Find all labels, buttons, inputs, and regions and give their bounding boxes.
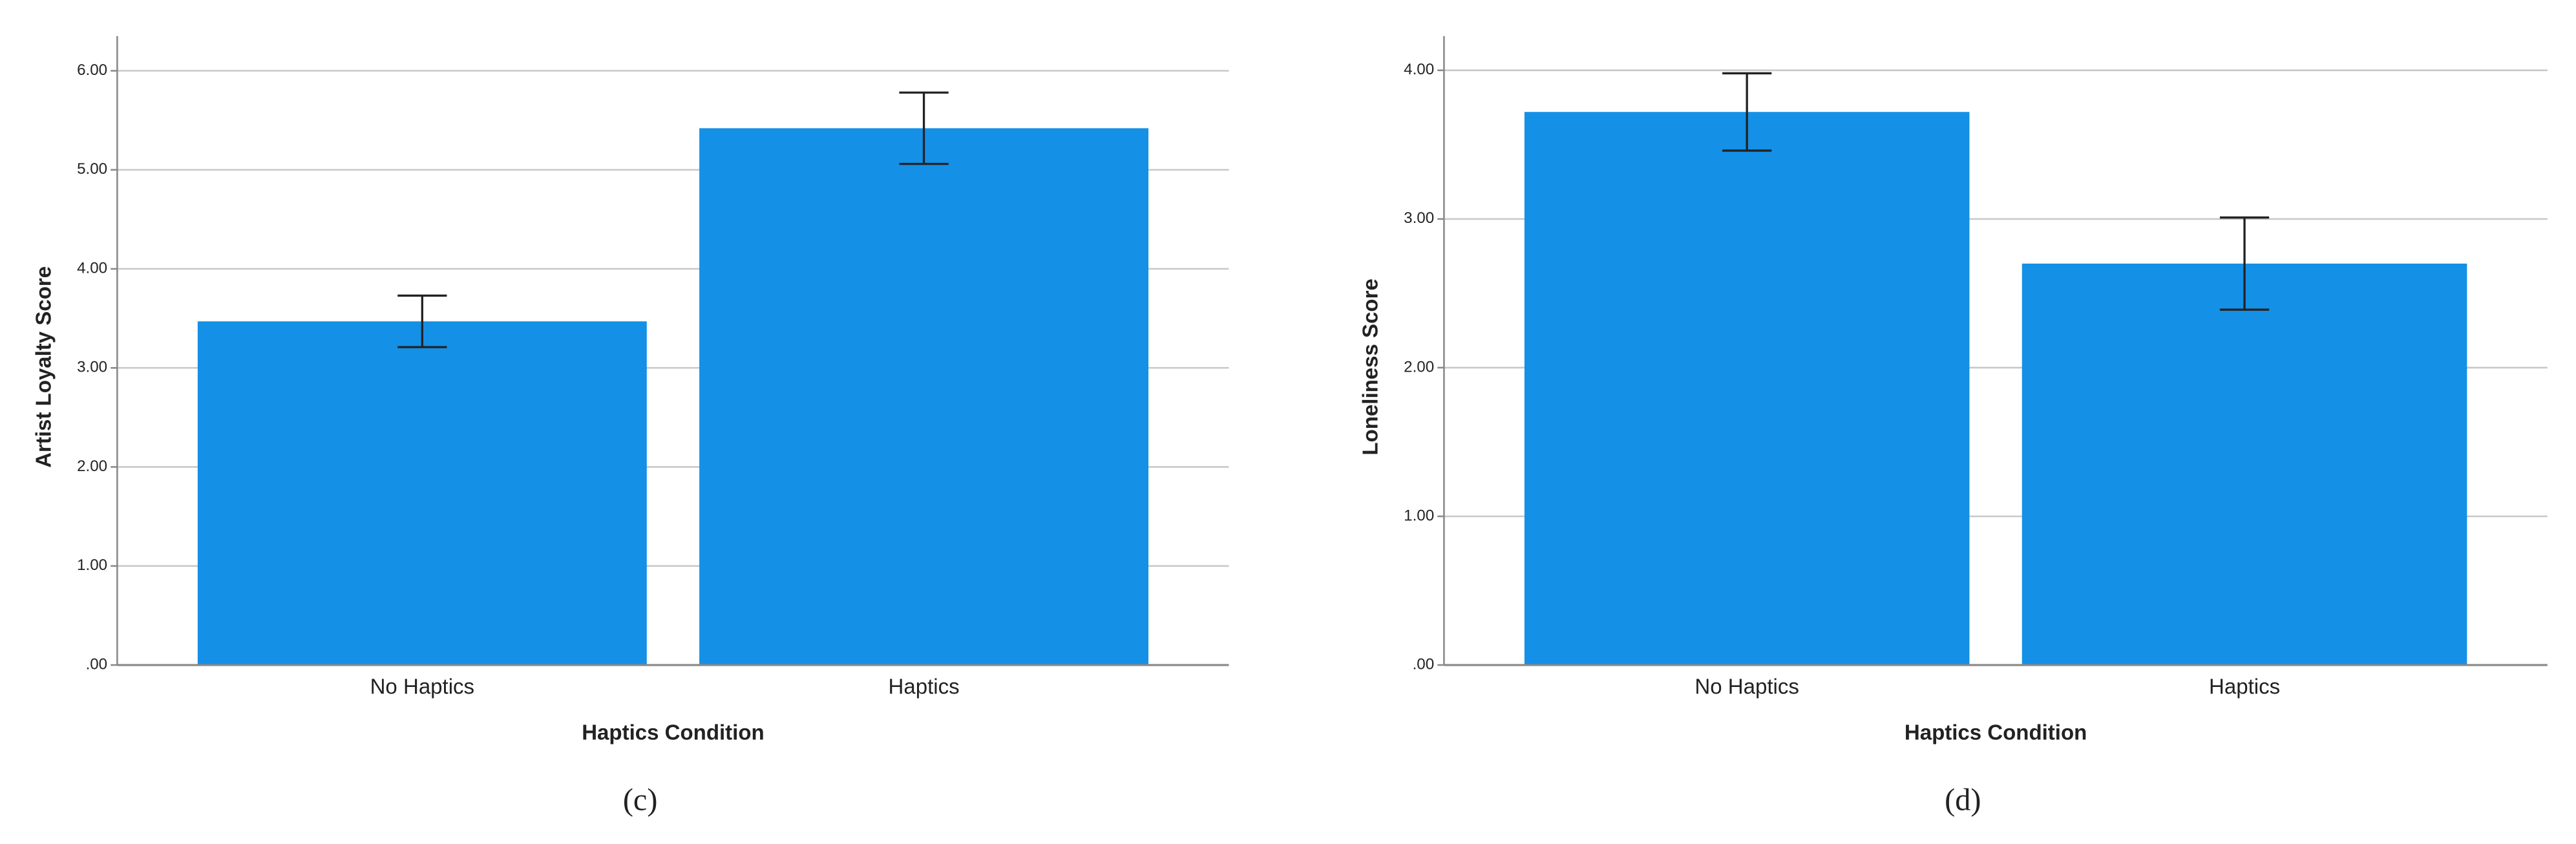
y-tick-label: 1.00 (77, 556, 107, 574)
bar (197, 321, 647, 666)
bar (1524, 112, 1970, 666)
x-tick-label: Haptics (889, 674, 960, 698)
x-tick-label: No Haptics (1694, 674, 1799, 698)
y-tick-label: .00 (86, 655, 108, 673)
y-tick-label: 3.00 (1404, 209, 1434, 227)
x-tick-label: Haptics (2209, 674, 2280, 698)
y-tick-label: .00 (1413, 655, 1435, 673)
y-tick-label: 1.00 (1404, 507, 1434, 524)
y-tick-label: 3.00 (77, 359, 107, 376)
x-axis-title: Haptics Condition (1905, 720, 2087, 744)
caption: (d) (1945, 783, 1981, 818)
y-tick-label: 6.00 (77, 61, 107, 79)
y-axis-title: Loneliness Score (1358, 279, 1382, 455)
x-axis-title: Haptics Condition (582, 720, 764, 744)
y-tick-label: 4.00 (1404, 61, 1434, 78)
y-tick-label: 2.00 (77, 458, 107, 475)
bar (2022, 263, 2467, 666)
x-tick-label: No Haptics (370, 674, 474, 698)
y-tick-label: 2.00 (1404, 358, 1434, 375)
bar (699, 128, 1149, 666)
y-tick-label: 5.00 (77, 160, 107, 178)
y-axis-title: Artist Loyalty Score (31, 266, 55, 468)
caption: (c) (623, 783, 658, 818)
y-tick-label: 4.00 (77, 259, 107, 277)
